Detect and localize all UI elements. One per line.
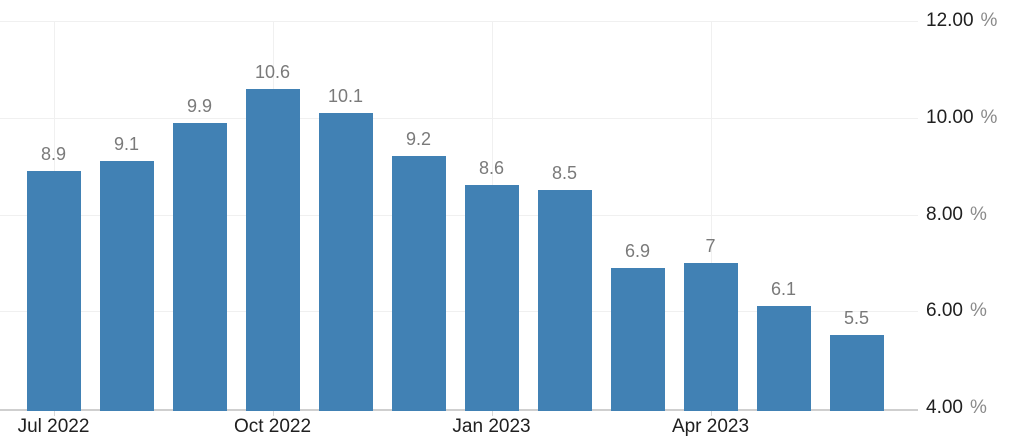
x-axis-label: Jan 2023 <box>452 416 531 437</box>
x-axis-label: Apr 2023 <box>671 416 750 437</box>
x-axis-tick <box>272 411 274 416</box>
y-axis-label: 8.00% <box>926 204 987 226</box>
bar <box>610 267 665 411</box>
bar-value-label: 5.5 <box>843 308 870 329</box>
bar-value-label: 9.2 <box>405 129 432 150</box>
y-gridline <box>0 214 918 216</box>
bar <box>829 335 884 411</box>
x-axis-tick <box>491 411 493 416</box>
bar-value-label: 10.1 <box>327 85 364 106</box>
x-axis-label: Oct 2022 <box>233 416 312 437</box>
y-axis-value: 6.00 <box>926 300 963 322</box>
bar <box>683 262 738 411</box>
x-axis-tick <box>710 411 712 416</box>
y-axis-value: 12.00 <box>926 10 974 31</box>
y-gridline <box>0 21 918 22</box>
bar-value-label: 7 <box>705 235 716 256</box>
y-axis-label: 10.00% <box>926 107 997 129</box>
y-axis-value: 4.00 <box>926 397 963 418</box>
percent-sign: % <box>969 397 987 418</box>
y-axis-label: 6.00% <box>926 300 987 322</box>
bar <box>99 161 154 411</box>
bar <box>318 112 373 411</box>
bar-value-label: 9.1 <box>113 134 140 155</box>
x-axis-label: Jul 2022 <box>17 416 90 437</box>
bar <box>756 306 811 411</box>
bar <box>172 122 227 411</box>
bar <box>464 185 519 411</box>
bar-value-label: 6.1 <box>770 279 797 300</box>
y-axis-label: 4.00% <box>926 397 987 419</box>
bar-value-label: 9.9 <box>186 95 213 116</box>
y-gridline <box>0 311 918 313</box>
bar <box>391 156 446 411</box>
bar-value-label: 10.6 <box>254 61 291 82</box>
y-gridline <box>0 117 918 119</box>
bar-value-label: 6.9 <box>624 240 651 261</box>
bar <box>537 190 592 411</box>
y-axis-value: 10.00 <box>926 106 974 128</box>
x-gridline <box>710 21 712 409</box>
percent-sign: % <box>969 203 987 225</box>
bar-value-label: 8.5 <box>551 163 578 184</box>
bar-value-label: 8.9 <box>40 143 67 164</box>
bar <box>26 170 81 411</box>
x-axis-line <box>0 409 918 411</box>
y-axis-value: 8.00 <box>926 203 963 225</box>
y-axis-label: 12.00% <box>926 10 997 32</box>
percent-sign: % <box>980 106 998 128</box>
x-axis-tick <box>53 411 55 416</box>
percent-sign: % <box>980 10 998 31</box>
percent-sign: % <box>969 300 987 322</box>
bar-value-label: 8.6 <box>478 158 505 179</box>
bar <box>245 88 300 411</box>
